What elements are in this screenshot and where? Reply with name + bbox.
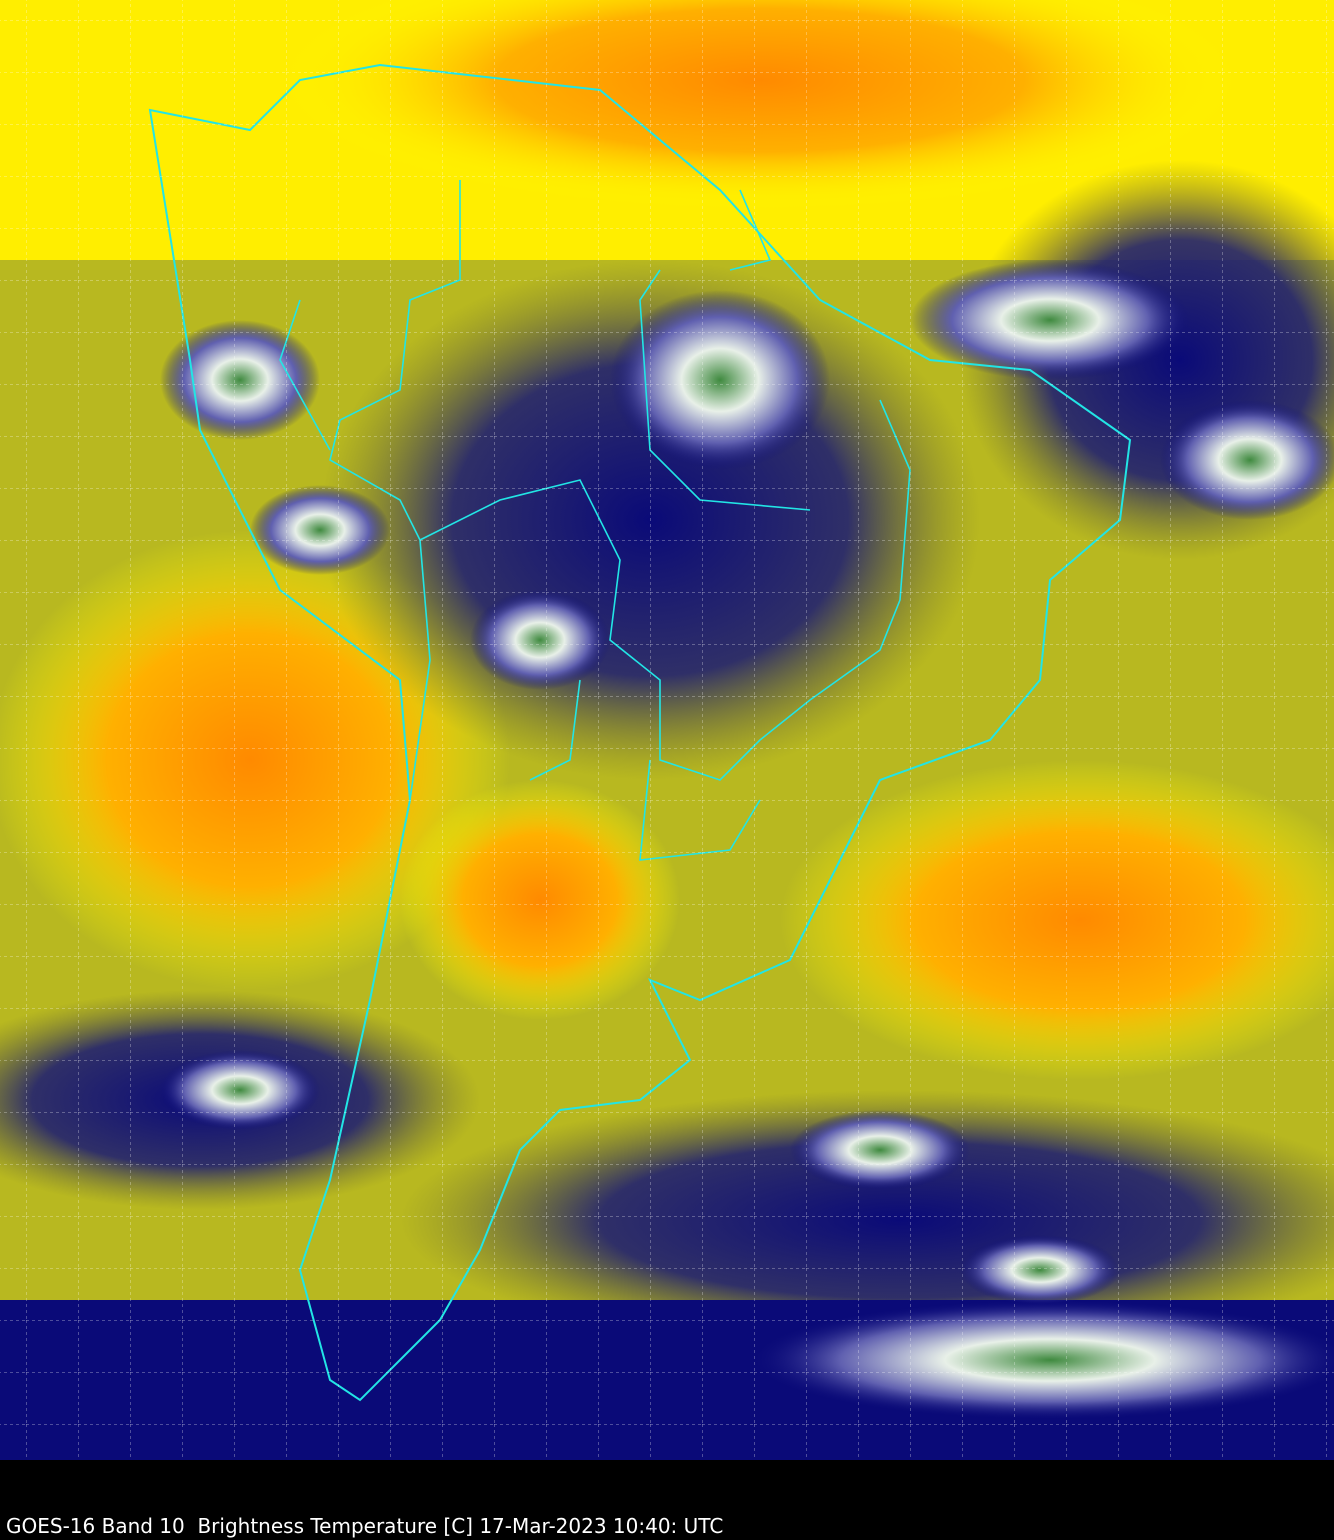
lat-lon-grid bbox=[0, 0, 1334, 1460]
satellite-imagery bbox=[0, 0, 1334, 1460]
image-caption: GOES-16 Band 10 Brightness Temperature [… bbox=[6, 1514, 724, 1538]
